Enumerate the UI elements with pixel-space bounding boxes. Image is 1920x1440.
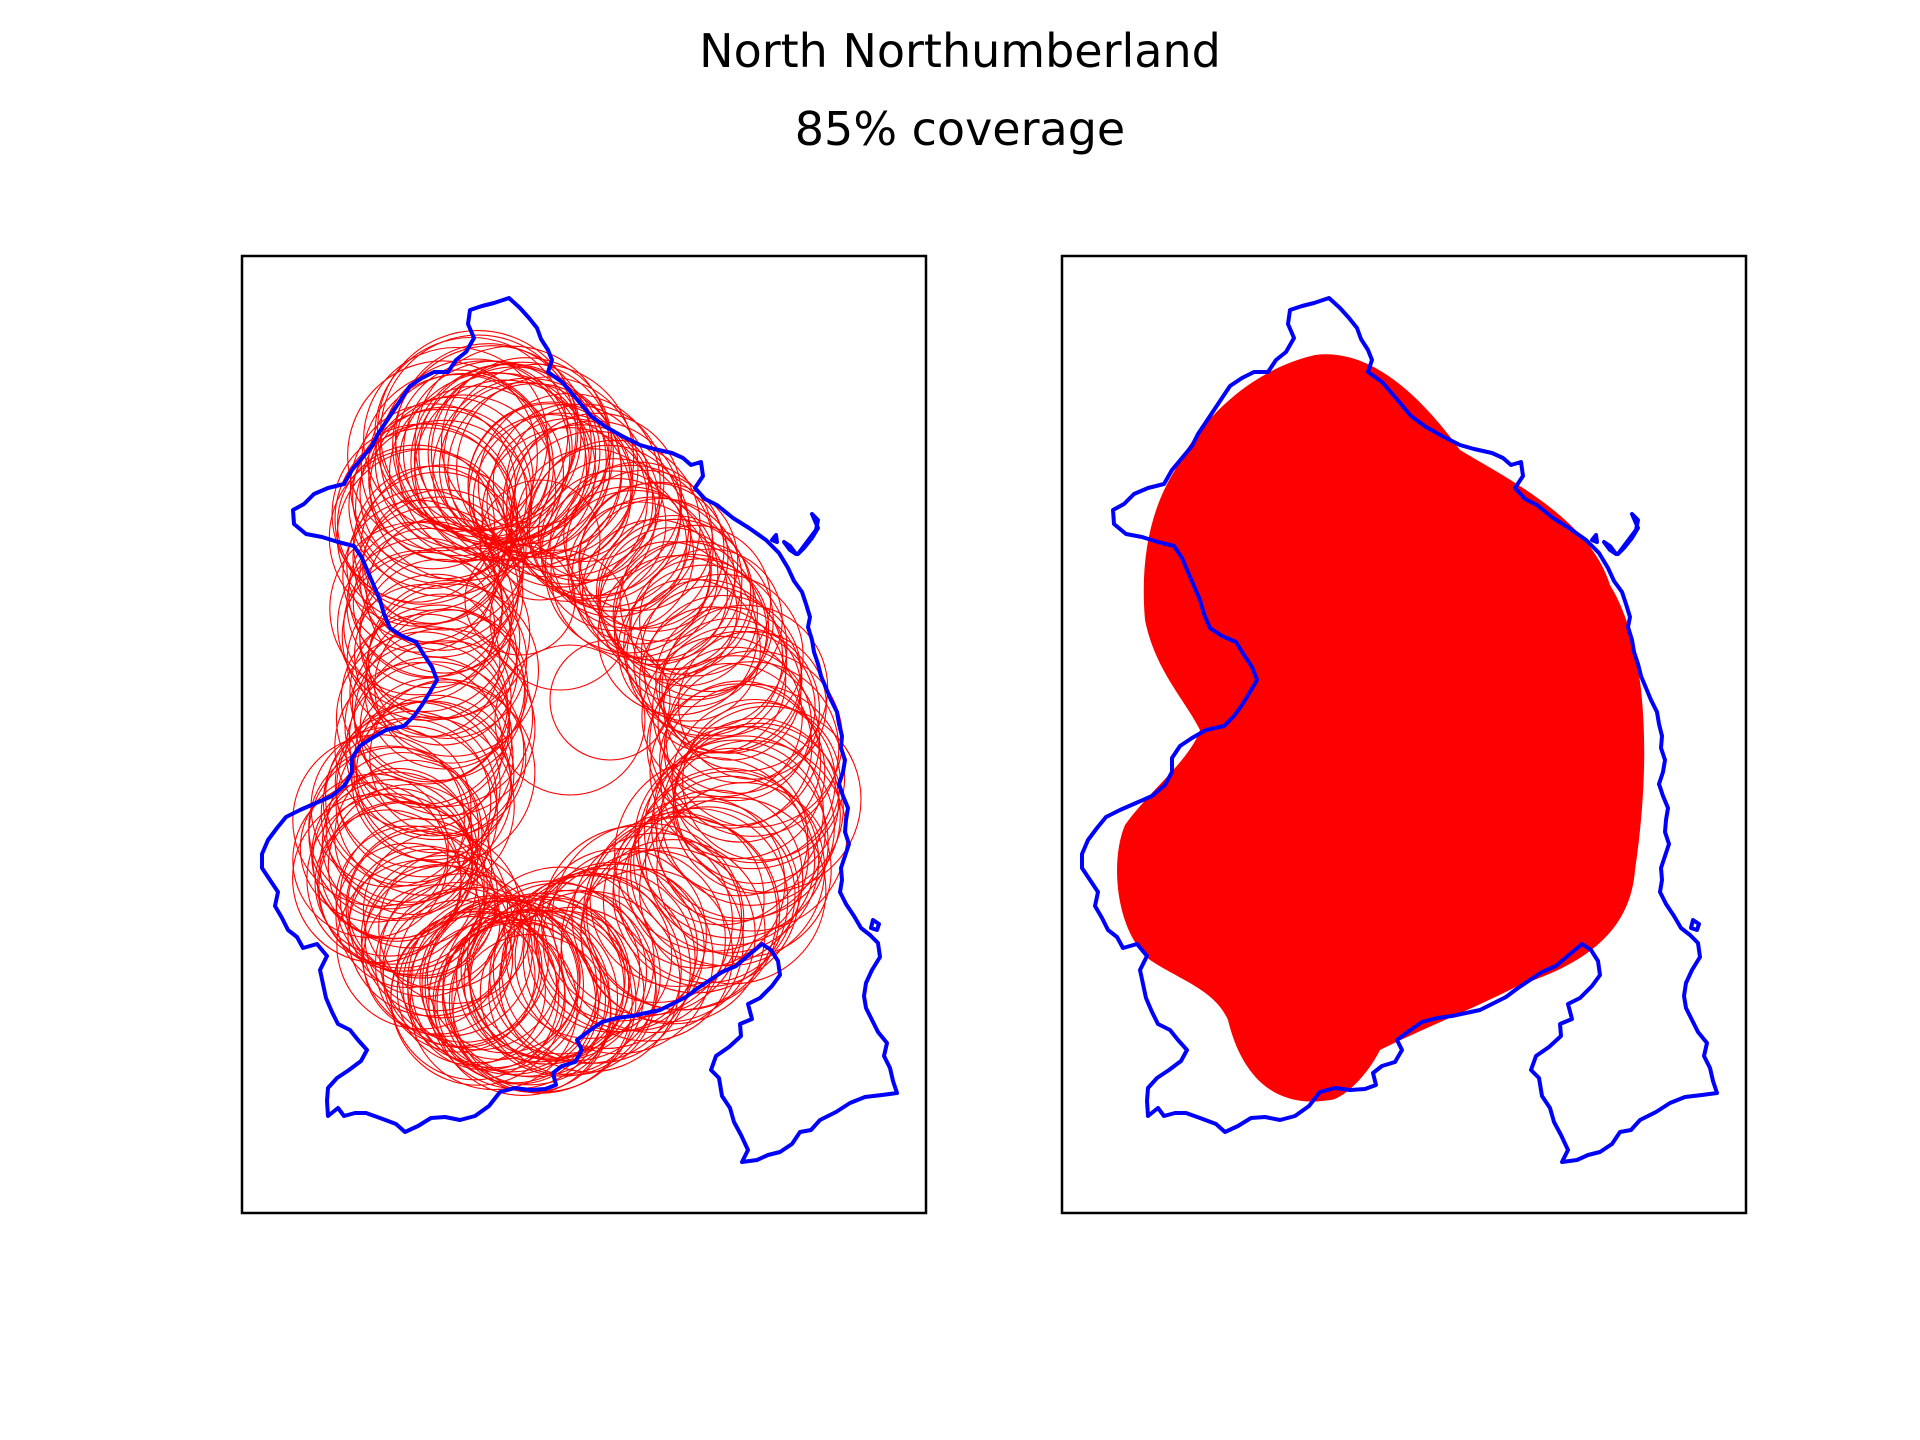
coverage-circle: [359, 496, 521, 658]
coverage-circle: [614, 756, 809, 952]
coverage-circle: [441, 909, 619, 1086]
coverage-circle: [334, 759, 490, 916]
coverage-circle: [365, 593, 518, 746]
coverage-circle: [617, 578, 761, 722]
coverage-circle: [489, 549, 631, 691]
coverage-circle: [527, 861, 698, 1033]
coverage-circle: [644, 775, 816, 946]
coverage-circle: [651, 625, 821, 794]
coverage-circle: [345, 825, 509, 988]
coverage-circle: [479, 479, 601, 601]
coverage-circle: [460, 880, 641, 1061]
coverage-circle: [660, 725, 841, 906]
coverage-circle: [394, 343, 582, 530]
coverage-circle: [633, 767, 820, 954]
coverage-circle: [671, 698, 836, 864]
coverage-circle: [456, 376, 639, 559]
coverage-circle: [451, 907, 637, 1093]
coverage-circle: [641, 635, 803, 798]
coverage-circle: [630, 558, 770, 698]
boundary-outline: [1080, 296, 1719, 1164]
coverage-circle: [352, 408, 528, 584]
coverage-circle: [351, 626, 509, 783]
coverage-circle: [346, 520, 514, 689]
coverage-circle: [349, 604, 526, 782]
coverage-circle: [331, 423, 513, 605]
coverage-circle: [467, 401, 634, 568]
coverage-circle: [646, 662, 813, 829]
coverage-circle: [658, 617, 802, 761]
coverage-circle: [578, 497, 743, 662]
coverage-circle: [335, 716, 515, 896]
coverage-circle: [626, 789, 804, 967]
circle-outlines-panel: [240, 254, 928, 1215]
coverage-circle: [589, 811, 765, 988]
coverage-circle: [442, 895, 625, 1078]
coverage-circle: [659, 680, 822, 843]
island-outline: [782, 540, 798, 556]
coverage-circle: [345, 661, 525, 841]
coverage-circle: [640, 573, 804, 737]
coverage-circle: [374, 373, 551, 549]
coverage-circle: [467, 882, 648, 1062]
coverage-circle: [526, 444, 690, 608]
island-outline: [1590, 533, 1599, 544]
coverage-circle: [549, 639, 671, 761]
coverage-circle: [430, 361, 614, 545]
figure-title: North Northumberland: [699, 24, 1221, 78]
coverage-circle: [464, 544, 576, 656]
boundary-outline: [260, 296, 899, 1164]
coverage-circle: [494, 644, 646, 796]
coverage-circle: [336, 444, 496, 603]
coverage-circle: [571, 496, 736, 661]
coverage-circle: [563, 461, 713, 612]
coverage-circle: [360, 369, 554, 563]
coverage-circle: [363, 346, 549, 533]
coverage-circle: [369, 394, 557, 582]
coverage-circle: [432, 919, 597, 1084]
coverage-circle: [514, 868, 696, 1050]
coverage-subtitle: 85% coverage: [794, 102, 1126, 156]
coverage-circle: [544, 486, 712, 654]
coverage-circle: [349, 403, 517, 570]
coverage-circle: [629, 771, 826, 967]
coverage-circle: [354, 419, 533, 598]
coverage-circle: [292, 782, 449, 939]
coverage-circle: [599, 527, 743, 670]
coverage-circle: [360, 464, 527, 631]
coverage-area: [1117, 354, 1645, 1102]
coverage-circle: [343, 549, 496, 702]
coverage-circle: [368, 579, 528, 740]
island-outline: [1616, 512, 1640, 556]
coverage-circle: [334, 701, 501, 868]
coverage-circle: [637, 747, 829, 939]
island-outline: [869, 918, 881, 932]
coverage-circle: [505, 872, 673, 1039]
coverage-circles: [292, 330, 862, 1096]
coverage-circle: [359, 558, 521, 720]
coverage-circle: [643, 739, 826, 922]
coverage-circle: [347, 360, 538, 552]
island-outline: [796, 512, 820, 556]
coverage-circle: [308, 745, 473, 910]
coverage-circle: [359, 640, 536, 817]
coverage-circle: [639, 606, 787, 754]
island-outline: [1689, 918, 1701, 932]
island-outline: [1602, 540, 1618, 556]
coverage-circle: [468, 414, 632, 578]
island-outline: [770, 533, 779, 544]
coverage-circle: [649, 683, 826, 860]
coverage-circle: [565, 469, 725, 629]
coverage-circle: [364, 608, 526, 770]
coverage-circle: [633, 585, 788, 740]
coverage-circle: [396, 915, 546, 1066]
coverage-circle: [369, 679, 527, 837]
coverage-circle: [334, 427, 519, 611]
filled-coverage-panel: [1060, 254, 1748, 1215]
coverage-circle: [319, 787, 474, 942]
coverage-circle: [348, 422, 515, 589]
